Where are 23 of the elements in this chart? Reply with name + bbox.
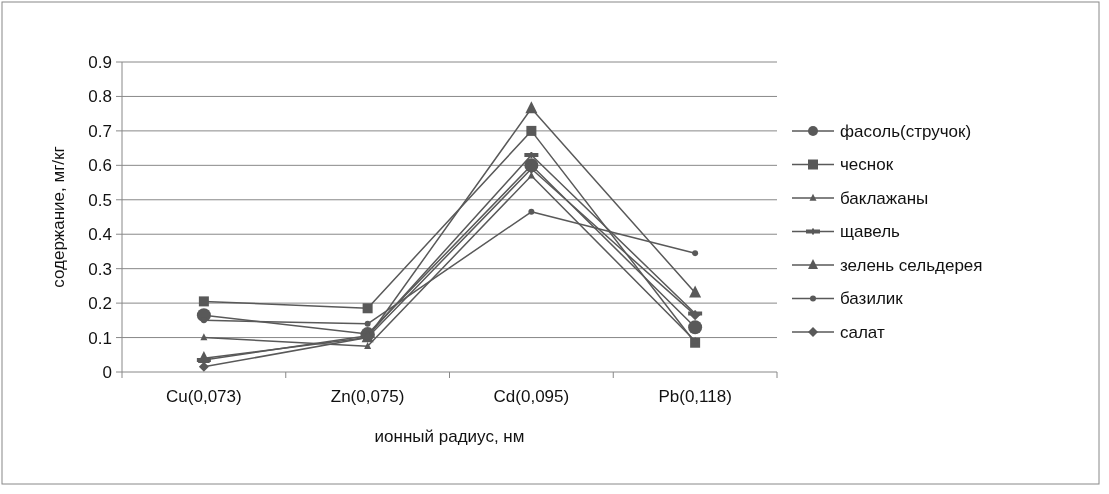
y-tick-label: 0.5 <box>88 190 112 210</box>
legend-label: зелень сельдерея <box>840 255 983 275</box>
y-tick-label: 0.8 <box>88 87 112 107</box>
legend-label: базилик <box>840 289 904 309</box>
x-tick-label: Cd(0,095) <box>493 387 570 406</box>
y-tick-label: 0.4 <box>88 225 112 245</box>
legend-label: баклажаны <box>840 188 929 208</box>
legend-label: щавель <box>840 222 901 242</box>
legend-label: чеснок <box>840 155 894 175</box>
x-tick-label: Pb(0,118) <box>658 387 732 406</box>
y-tick-label: 0.1 <box>88 328 112 348</box>
y-tick-label: 0.6 <box>88 156 112 176</box>
legend-label: фасоль(стручок) <box>840 121 972 141</box>
y-tick-label: 0 <box>102 362 112 382</box>
x-axis-title: ионный радиус, нм <box>374 427 525 446</box>
y-tick-label: 0.3 <box>88 259 112 279</box>
y-tick-label: 0.7 <box>88 121 112 141</box>
y-tick-label: 0.2 <box>88 294 112 314</box>
x-tick-label: Zn(0,075) <box>330 387 405 406</box>
legend-label: салат <box>840 322 885 342</box>
x-tick-label: Cu(0,073) <box>166 387 242 406</box>
y-axis-title: содержание, мг/кг <box>49 146 68 288</box>
y-tick-label: 0.9 <box>88 52 112 72</box>
